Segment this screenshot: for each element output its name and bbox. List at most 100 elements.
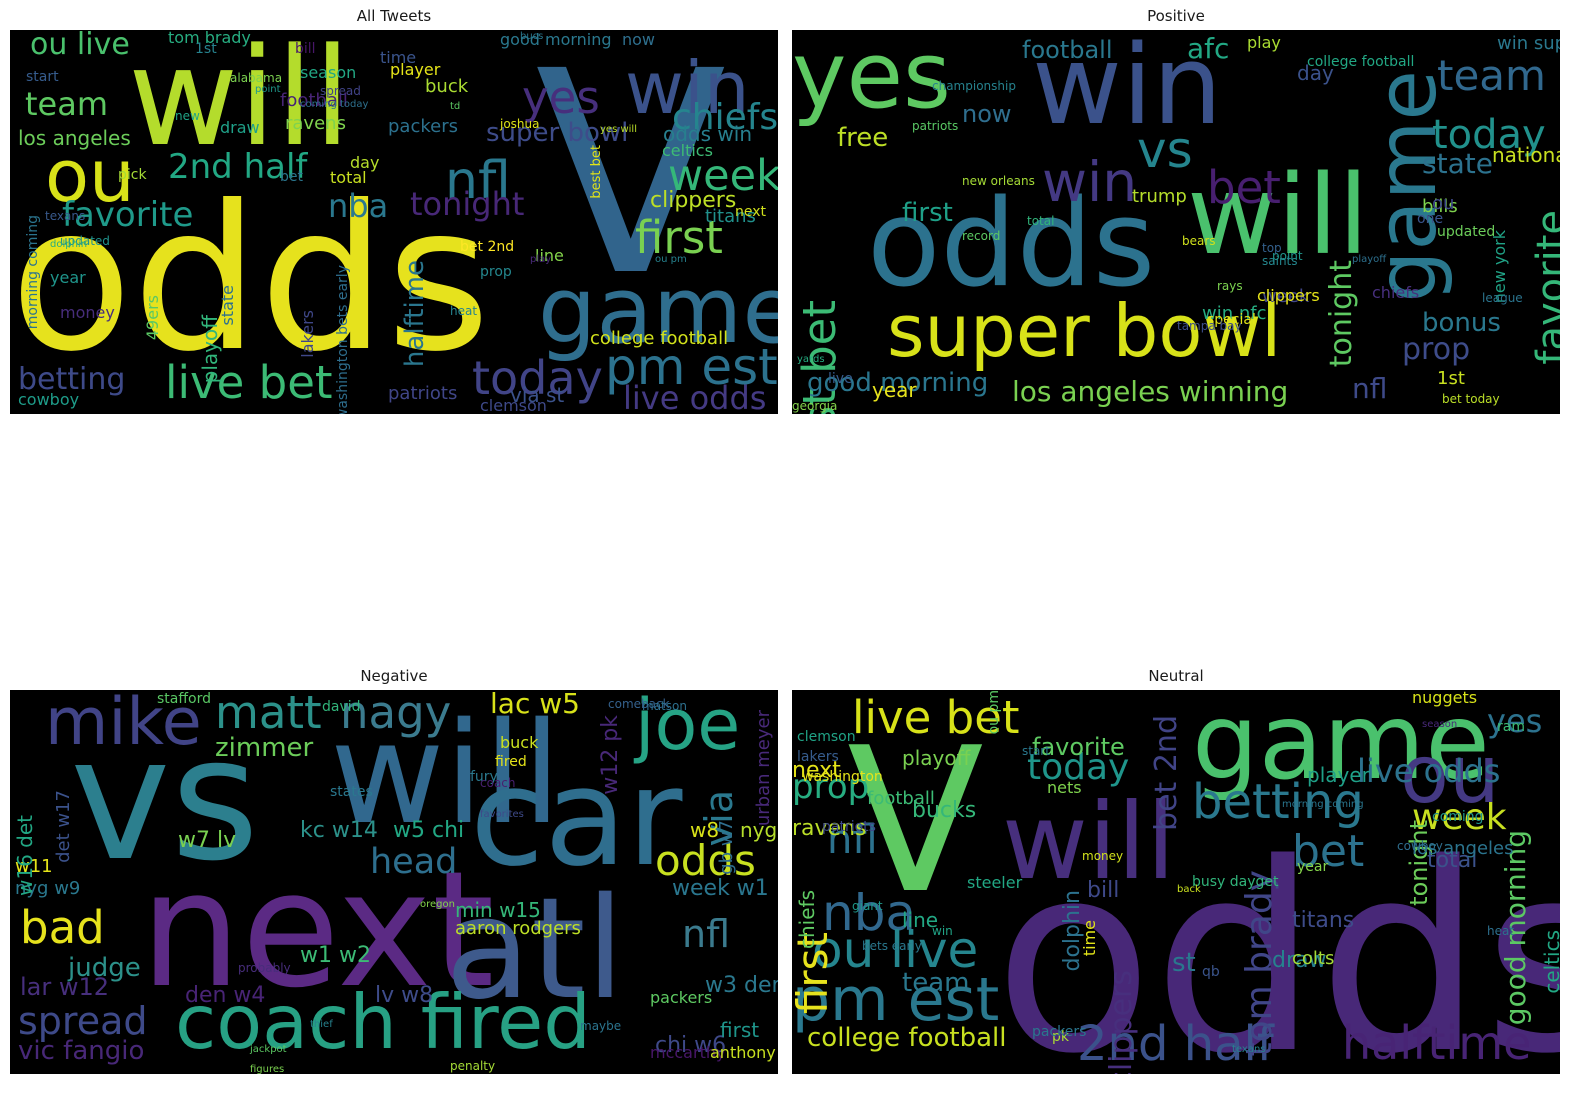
cloud-word: patriots <box>912 119 959 133</box>
cloud-word: yards <box>797 354 825 365</box>
cloud-word: pick <box>118 167 147 183</box>
cloud-word: playoff <box>1352 254 1387 265</box>
cloud-word: packers <box>388 116 458 137</box>
cloud-word: live <box>828 371 853 387</box>
cloud-word: matt <box>215 690 322 739</box>
cloud-word: washington bets early <box>335 265 351 414</box>
cloud-word: back <box>1177 884 1201 895</box>
cloud-word: yes <box>792 30 951 129</box>
cloud-word: bet <box>1292 826 1365 877</box>
cloud-word: bet today <box>1442 392 1500 406</box>
cloud-word: start <box>26 69 59 85</box>
cloud-word: pm est <box>605 338 778 396</box>
cloud-word: colts <box>1292 948 1335 969</box>
cloud-word: st <box>1172 948 1196 978</box>
cloud-word: ou <box>45 134 135 218</box>
cloud-word: bet <box>280 169 303 185</box>
cloud-word: live bet <box>165 356 333 409</box>
cloud-word: texans <box>1232 1044 1266 1055</box>
cloud-word: top <box>1262 241 1282 255</box>
cloud-word: chiefs <box>1372 283 1420 302</box>
cloud-word: bill <box>295 41 316 57</box>
cloud-word: heat <box>1487 924 1515 938</box>
cloud-word: record <box>962 229 1001 243</box>
cloud-word: state <box>218 285 237 326</box>
cloud-word: cowboy <box>18 390 80 409</box>
cloud-word: today <box>1432 112 1546 158</box>
cloud-word: week <box>1412 797 1507 838</box>
cloud-word: updated <box>60 234 110 248</box>
cloud-word: prop <box>1402 332 1471 367</box>
cloud-word: player <box>1307 763 1370 787</box>
cloud-word: college football <box>590 328 729 349</box>
cloud-word: heat <box>450 304 478 318</box>
panel-positive: Positive win yes odds will super bowl game vs w… <box>792 0 1560 414</box>
cloud-word: trump <box>1132 186 1187 207</box>
cloud-word: figures <box>250 1064 285 1075</box>
cloud-word: win super <box>1497 33 1560 54</box>
panel-negative: Negative vs will next car atl coach fired mike… <box>10 660 778 1074</box>
cloud-word: playoff <box>198 315 222 384</box>
cloud-word: cowboy <box>1397 839 1443 853</box>
cloud-word: urban meyer <box>753 710 774 827</box>
cloud-word: special <box>1207 312 1256 328</box>
cloud-word: today <box>1027 747 1130 788</box>
cloud-word: patriots <box>822 819 876 835</box>
cloud-word: time <box>380 48 417 67</box>
cloud-word: lakers <box>797 749 839 765</box>
cloud-word: dolphin <box>50 239 88 250</box>
cloud-word: los angeles winning <box>1012 375 1289 408</box>
cloud-word: anthony <box>710 1043 776 1062</box>
cloud-word: player <box>390 60 441 79</box>
cloud-word: head <box>370 842 458 882</box>
cloud-word: tampa bay <box>1177 319 1242 333</box>
cloud-word: comeback <box>608 697 670 711</box>
cloud-word: nfl <box>682 912 731 956</box>
cloud-word: det w17 <box>53 790 74 863</box>
cloud-word: first <box>720 1018 760 1042</box>
cloud-word: prop <box>480 264 512 280</box>
cloud-word: ram <box>1497 719 1525 735</box>
cloud-word: football <box>867 788 935 809</box>
cloud-word: tonight <box>410 185 525 223</box>
cloud-word: ou <box>1432 193 1455 214</box>
cloud-word: alabama <box>230 71 283 85</box>
cloud-word: w8 <box>690 818 720 842</box>
cloud-word: odds <box>10 163 491 396</box>
cloud-word: championship <box>932 79 1016 93</box>
cloud-word: day <box>1297 61 1334 85</box>
cloud-word: new <box>175 109 200 123</box>
cloud-word: nfl <box>827 817 878 863</box>
cloud-word: qb <box>1202 964 1220 980</box>
cloud-word: bets early <box>862 939 922 953</box>
cloud-word: texans <box>45 209 86 223</box>
cloud-word: bet 2nd <box>460 239 515 255</box>
cloud-word: celtics <box>1540 930 1560 994</box>
cloud-word: ravens <box>285 113 346 134</box>
cloud-word: game <box>538 257 778 364</box>
cloud-word: den w4 <box>185 983 266 1008</box>
cloud-word: vs <box>70 701 260 899</box>
cloud-word: V <box>847 705 984 938</box>
cloud-word: w11 <box>15 856 53 877</box>
cloud-word: next <box>792 758 841 783</box>
cloud-word: yes will <box>600 124 637 135</box>
cloud-word: pk <box>1052 1029 1069 1045</box>
cloud-word: today <box>472 351 603 405</box>
cloud-word: morning coming <box>25 215 41 330</box>
cloud-word: first <box>902 198 953 228</box>
cloud-word: chiefs <box>795 890 819 949</box>
cloud-word: rays <box>1217 279 1243 293</box>
cloud-word: nfl <box>1352 372 1388 405</box>
cloud-word: spread <box>320 84 361 98</box>
word-cloud: win yes odds will super bowl game vs win bet toda… <box>792 30 1560 414</box>
cloud-word: w5 chi <box>393 818 465 843</box>
cloud-word: celtics <box>662 141 713 160</box>
cloud-word: w7 lv <box>178 828 237 853</box>
cloud-word: season <box>300 63 357 82</box>
cloud-word: lv w8 <box>375 983 434 1008</box>
cloud-word: clemson <box>480 396 547 414</box>
cloud-word: lar w12 <box>20 973 110 1001</box>
